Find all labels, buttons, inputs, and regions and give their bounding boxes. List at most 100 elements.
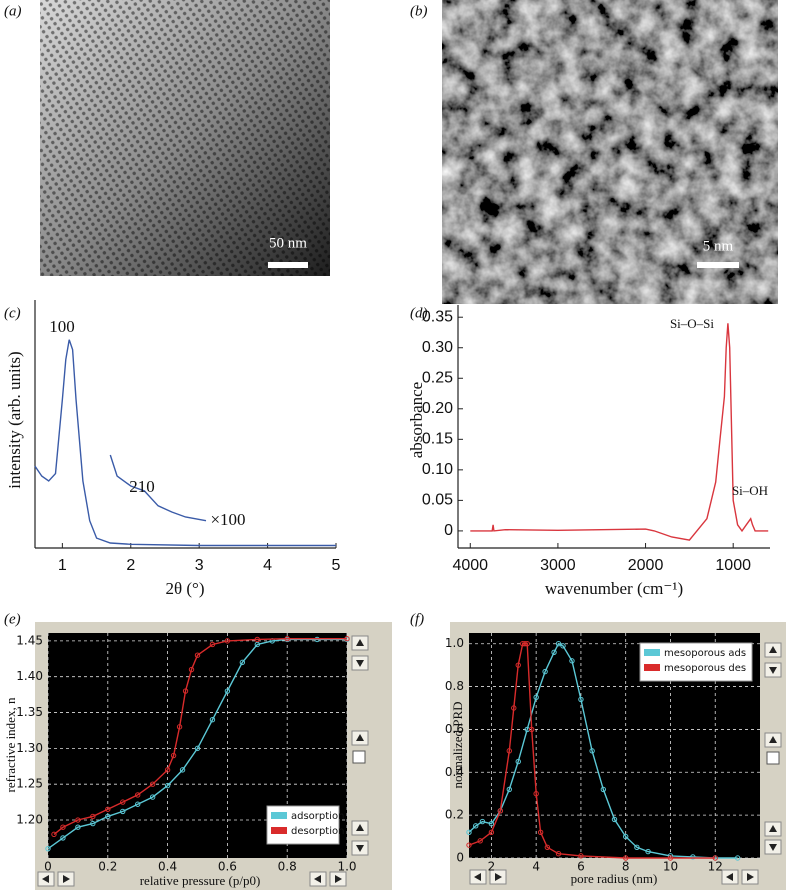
scale-bar-label: 5 nm	[703, 238, 734, 254]
scroll-arrow	[356, 824, 364, 831]
data-point	[515, 758, 521, 765]
y-tick-label: 0.10	[422, 461, 453, 478]
data-point	[90, 813, 96, 820]
tem-noise-b	[470, 0, 750, 276]
data-point	[254, 641, 260, 648]
y-tick-label: 0.05	[422, 492, 453, 509]
x-tick-label: 6	[577, 860, 585, 874]
legend-swatch	[644, 664, 660, 671]
legend-label: mesoporous des	[664, 663, 746, 674]
data-point	[634, 844, 640, 850]
x-tick-label: 0.2	[98, 860, 117, 874]
data-point	[466, 842, 472, 848]
data-point	[164, 782, 171, 789]
data-point	[182, 688, 189, 694]
data-point	[622, 855, 629, 861]
data-point	[544, 844, 551, 850]
scroll-arrow	[747, 873, 754, 881]
data-point	[524, 641, 530, 647]
data-point	[149, 781, 156, 787]
data-point	[176, 724, 183, 730]
y-axis-label: absorbance	[407, 382, 426, 458]
scroll-arrow	[335, 875, 342, 883]
data-point	[45, 845, 51, 852]
data-point	[506, 748, 512, 754]
data-point	[537, 829, 544, 835]
data-point	[314, 636, 320, 643]
y-tick-label: 1.25	[16, 777, 43, 791]
data-point	[188, 666, 195, 673]
data-point	[589, 748, 595, 754]
data-point	[254, 636, 260, 643]
data-point	[135, 801, 141, 807]
y-axis-label: normalized PRD	[450, 701, 465, 788]
annotation: Si–OH	[732, 483, 768, 498]
data-point	[528, 726, 535, 733]
data-line	[53, 638, 347, 835]
y-tick-label: 0	[444, 522, 453, 539]
x-tick-label: 0	[44, 860, 52, 874]
data-point	[497, 808, 504, 814]
data-point	[551, 649, 557, 655]
data-point	[179, 767, 186, 773]
panel-label: (d)	[410, 305, 428, 321]
data-point	[149, 794, 156, 800]
scroll-arrow	[769, 646, 777, 653]
tem-pattern-a	[40, 0, 330, 276]
data-point	[239, 659, 246, 666]
panel-label: (e)	[4, 611, 21, 627]
data-point	[477, 838, 483, 844]
data-point	[488, 829, 495, 835]
data-point	[522, 641, 528, 647]
x-tick-label: 0.8	[278, 860, 297, 874]
data-point	[344, 636, 350, 642]
x-tick-label: 4	[263, 557, 272, 574]
legend-label: adsorption	[291, 811, 344, 822]
legend-swatch	[271, 827, 287, 834]
scroll-arrow	[356, 845, 364, 852]
x-tick-label: 1	[58, 557, 67, 574]
panel-label: (b)	[410, 3, 428, 19]
x-tick-label: 4000	[452, 557, 488, 574]
x-tick-label: 0.4	[158, 860, 177, 874]
data-point	[622, 833, 629, 840]
data-point	[60, 824, 66, 830]
scroll-arrow	[42, 875, 49, 883]
data-point	[194, 652, 201, 658]
y-tick-label: 1.20	[16, 813, 43, 827]
data-point	[135, 792, 141, 798]
y-tick-label: 0.30	[422, 339, 453, 356]
x-tick-label: 5	[332, 557, 341, 574]
annotation: 210	[129, 477, 155, 496]
annotation: ×100	[210, 510, 245, 529]
y-tick-label: 1.30	[16, 741, 43, 755]
x-tick-label: 1000	[715, 557, 751, 574]
data-point	[75, 824, 81, 830]
data-point	[515, 662, 521, 668]
data-point	[51, 831, 57, 838]
y-tick-label: 0.2	[445, 808, 464, 822]
data-point	[194, 745, 201, 752]
data-line	[470, 323, 769, 541]
x-tick-label: 1.0	[337, 860, 356, 874]
data-point	[542, 668, 548, 675]
scroll-box	[766, 751, 780, 765]
data-point	[224, 638, 231, 644]
data-point	[578, 696, 584, 703]
data-point	[479, 818, 486, 825]
data-point	[170, 752, 177, 759]
y-tick-label: 0.6	[445, 722, 464, 736]
data-line	[47, 638, 347, 850]
x-axis-label: pore radius (nm)	[571, 871, 658, 886]
data-point	[667, 855, 674, 861]
data-point	[712, 855, 718, 861]
y-tick-label: 0.25	[422, 369, 453, 386]
data-point	[560, 643, 566, 649]
scale-bar	[697, 262, 739, 268]
y-tick-label: 0.8	[445, 679, 464, 693]
data-point	[511, 705, 517, 711]
scroll-arrow	[356, 639, 364, 646]
y-tick-label: 1.45	[16, 633, 43, 647]
y-tick-label: 0.35	[422, 308, 453, 325]
data-point	[120, 799, 126, 805]
